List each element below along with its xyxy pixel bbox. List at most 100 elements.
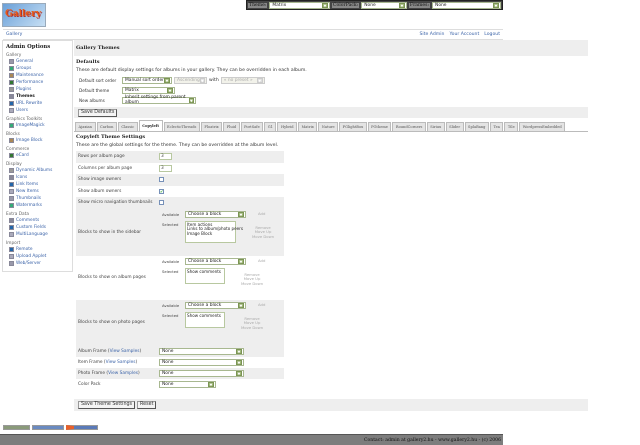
remove-block-button[interactable]: Remove: [244, 315, 260, 321]
available-blocks-select[interactable]: Choose a block ▼: [185, 210, 246, 218]
breadcrumb-gallery[interactable]: Gallery: [6, 32, 23, 37]
logo-text: Gallery: [5, 9, 42, 19]
color-pack-select[interactable]: None ▼: [159, 380, 216, 388]
sidebar-item-plugins[interactable]: Plugins: [6, 86, 69, 93]
selected-blocks-list[interactable]: Item actions Links to album/photo peers …: [185, 220, 243, 243]
tab-carbon[interactable]: Carbon: [96, 122, 117, 131]
add-block-button[interactable]: Add: [258, 210, 266, 216]
selected-blocks-list[interactable]: Show comments: [185, 311, 225, 328]
sidebar-item-link-items[interactable]: Link Items: [6, 181, 69, 188]
gallery-badge[interactable]: [66, 425, 98, 430]
w3c-badge[interactable]: [3, 425, 30, 430]
move-up-button[interactable]: Move Up: [243, 276, 261, 282]
add-block-button[interactable]: Add: [258, 301, 266, 307]
move-up-button[interactable]: Move Up: [243, 320, 261, 326]
frames-select[interactable]: None ▼: [432, 1, 501, 9]
reset-button[interactable]: Reset: [137, 400, 157, 409]
logout-link[interactable]: Logout: [484, 32, 500, 37]
tab-pglightbox[interactable]: PGlightBox: [339, 122, 367, 131]
module-icon: [9, 261, 14, 266]
sidebar-item-upload-applet[interactable]: Upload Applet: [6, 253, 69, 260]
powered-badge[interactable]: [32, 425, 64, 430]
tab-roundcorners[interactable]: RoundCorners: [392, 122, 426, 131]
add-block-button[interactable]: Add: [258, 257, 266, 263]
tab-ajaxian[interactable]: Ajaxian: [75, 122, 96, 131]
sidebar-item-performance[interactable]: Performance: [6, 79, 69, 86]
album-frame-value: None: [162, 348, 174, 354]
frames-value: None: [435, 2, 447, 8]
new-albums-select[interactable]: Inherit settings from parent album ▼: [122, 95, 196, 105]
remove-block-button[interactable]: Remove: [255, 224, 271, 230]
save-defaults-button[interactable]: Save Defaults: [78, 108, 118, 117]
available-blocks-select[interactable]: Choose a block ▼: [185, 257, 246, 265]
tab-eclecticthreads[interactable]: EclecticThreads: [163, 122, 200, 131]
cols-per-page-input[interactable]: 3: [159, 164, 172, 172]
move-down-button[interactable]: Move Down: [241, 280, 264, 286]
sidebar-group-label: Commerce: [6, 147, 30, 152]
theme-select[interactable]: Matrix ▼: [269, 1, 331, 9]
remove-block-button[interactable]: Remove: [244, 271, 260, 277]
sidebar-item-custom-fields[interactable]: Custom Fields: [6, 224, 69, 231]
tab-fluid[interactable]: Fluid: [223, 122, 240, 131]
sidebar-item-dynamic-albums[interactable]: Dynamic Albums: [6, 167, 69, 174]
album-frame-samples-link[interactable]: View Samples: [109, 348, 140, 354]
tab-floatrix[interactable]: Floatrix: [200, 122, 223, 131]
album-frame-select[interactable]: None ▼: [159, 347, 244, 355]
rows-per-page-input[interactable]: 3: [159, 153, 172, 161]
move-down-button[interactable]: Move Down: [241, 324, 264, 330]
sidebar-item-imagemagick[interactable]: ImageMagick: [6, 122, 69, 129]
sidebar-item-ecard[interactable]: eCard: [6, 152, 69, 159]
tab-splabang[interactable]: SplaBang: [464, 122, 489, 131]
sidebar-item-remote[interactable]: Remote: [6, 246, 69, 253]
photo-frame-select[interactable]: None ▼: [159, 369, 244, 377]
tab-pgtheme[interactable]: PGtheme: [367, 122, 392, 131]
chevron-down-icon: ▼: [188, 97, 194, 103]
sidebar-item-comments[interactable]: Comments: [6, 217, 69, 224]
show-image-owners-checkbox[interactable]: [159, 177, 164, 183]
site-admin-link[interactable]: Site Admin: [419, 32, 445, 37]
tab-wordpressembedded[interactable]: WordpressEmbedded: [519, 122, 566, 131]
preset-select[interactable]: « no preset » ▼: [220, 76, 265, 84]
selected-blocks-list[interactable]: Show comments: [185, 267, 225, 284]
sidebar-item-themes[interactable]: Themes: [6, 93, 69, 100]
sort-order-select[interactable]: Manual sort order ▼: [122, 76, 172, 84]
colorpack-select[interactable]: None ▼: [361, 1, 407, 9]
sidebar-item-groups[interactable]: Groups: [6, 65, 69, 72]
default-theme-select[interactable]: Matrix ▼: [122, 86, 175, 94]
show-album-owners-checkbox[interactable]: ✔: [159, 188, 164, 194]
sidebar-item-image-block[interactable]: Image Block: [6, 137, 69, 144]
tab-portsafe[interactable]: PortSafe: [240, 122, 264, 131]
tab-tea[interactable]: Tea: [489, 122, 504, 131]
sidebar-item-web-server[interactable]: Web/Server: [6, 260, 69, 267]
your-account-link[interactable]: Your Account: [449, 32, 480, 37]
item-frame-samples-link[interactable]: View Samples: [105, 359, 136, 365]
sidebar-item-general[interactable]: General: [6, 58, 69, 65]
sidebar-item-watermarks[interactable]: Watermarks: [6, 202, 69, 209]
item-frame-select[interactable]: None ▼: [159, 358, 244, 366]
move-down-button[interactable]: Move Down: [252, 233, 275, 239]
tab-matrix[interactable]: Matrix: [298, 122, 318, 131]
show-micro-nav-checkbox[interactable]: [159, 200, 164, 206]
tab-g1[interactable]: G1: [264, 122, 277, 131]
tab-slider[interactable]: Slider: [445, 122, 464, 131]
sidebar-item-multilanguage[interactable]: MultiLanguage: [6, 231, 69, 238]
gallery-logo[interactable]: Gallery: [2, 3, 46, 27]
tab-nature[interactable]: Nature: [318, 122, 339, 131]
tab-copyleft[interactable]: Copyleft: [138, 120, 163, 131]
sidebar-item-url-rewrite[interactable]: URL Rewrite: [6, 100, 69, 107]
sidebar-item-new-items[interactable]: New Items: [6, 188, 69, 195]
save-theme-settings-button[interactable]: Save Theme Settings: [78, 400, 136, 409]
move-up-button[interactable]: Move Up: [254, 229, 272, 235]
sidebar-item-users[interactable]: Users: [6, 107, 69, 114]
tab-siriux[interactable]: Siriux: [426, 122, 445, 131]
sidebar-item-icons[interactable]: Icons: [6, 174, 69, 181]
sort-direction-select[interactable]: Ascending ▼: [174, 76, 207, 84]
tab-hybrid[interactable]: Hybrid: [277, 122, 298, 131]
color-pack-label: Color Pack: [78, 381, 101, 387]
available-blocks-select[interactable]: Choose a block ▼: [185, 301, 246, 309]
photo-frame-samples-link[interactable]: View Samples: [108, 370, 138, 376]
tab-tile[interactable]: Tile: [504, 122, 519, 131]
sidebar-item-maintenance[interactable]: Maintenance: [6, 72, 69, 79]
sidebar-item-thumbnails[interactable]: Thumbnails: [6, 195, 69, 202]
tab-classic[interactable]: Classic: [117, 122, 138, 131]
